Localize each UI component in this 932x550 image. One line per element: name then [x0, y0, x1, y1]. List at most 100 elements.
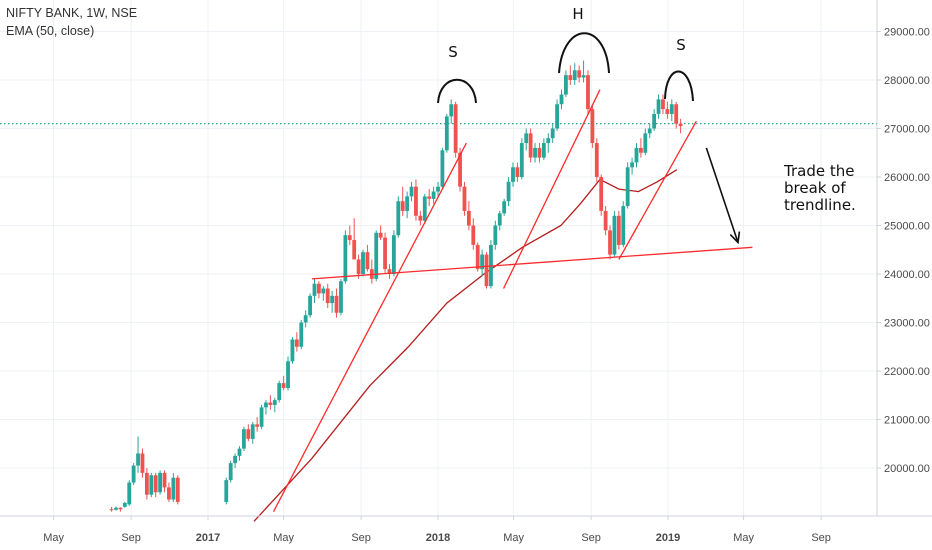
candle-body: [140, 453, 145, 473]
candle: [634, 143, 639, 168]
candle: [493, 220, 498, 250]
candle: [330, 290, 335, 313]
candle: [572, 63, 577, 85]
candle: [140, 448, 145, 478]
candle-body: [378, 232, 383, 238]
candle-body: [167, 487, 171, 500]
x-tick-label: Sep: [811, 532, 831, 544]
candle: [303, 310, 308, 328]
candle: [144, 468, 149, 500]
candle: [343, 230, 348, 284]
y-tick-label: 28000.00: [884, 75, 930, 87]
candle: [568, 65, 573, 85]
x-tick-label: Sep: [581, 532, 601, 544]
right-shoulder-arc: [664, 70, 694, 102]
candle-body: [603, 210, 608, 231]
candle: [264, 400, 268, 415]
candle-body: [286, 361, 290, 388]
candle-body: [308, 295, 312, 316]
candle-body: [171, 477, 176, 500]
candle: [431, 186, 436, 204]
candle-body: [669, 104, 674, 114]
x-tick-label: May: [43, 532, 64, 544]
candle: [427, 189, 432, 207]
pattern-marks: S H S: [437, 5, 694, 104]
candle-body: [634, 147, 639, 163]
candle-body: [356, 259, 361, 274]
candle: [656, 94, 661, 119]
candle-body: [431, 191, 436, 199]
candle: [616, 210, 621, 250]
candle-body: [294, 339, 299, 347]
candle-body: [502, 201, 507, 214]
candle: [405, 191, 410, 219]
candle: [391, 230, 396, 277]
candle: [559, 89, 564, 110]
candle-body: [246, 429, 251, 439]
candle: [167, 482, 171, 502]
candle: [449, 99, 454, 124]
candle: [374, 230, 379, 282]
candle-body: [674, 104, 679, 124]
candle: [268, 395, 273, 410]
y-tick-label: 21000.00: [884, 415, 930, 427]
ema-polyline: [253, 169, 678, 522]
candle-body: [136, 453, 140, 466]
candle-body: [334, 295, 339, 313]
candle-body: [577, 70, 582, 78]
right-shoulder-label: S: [676, 36, 686, 54]
candle: [290, 337, 295, 364]
candle: [581, 60, 586, 83]
candle: [422, 193, 427, 224]
candle-body: [453, 104, 458, 153]
candle: [590, 104, 595, 148]
candle-body: [475, 244, 480, 270]
candle-body: [630, 162, 634, 168]
candle-body: [272, 400, 277, 405]
candle: [400, 186, 405, 216]
candle-body: [317, 283, 321, 294]
candle-body: [418, 215, 423, 221]
candle: [325, 283, 330, 308]
candle-body: [594, 143, 599, 177]
y-tick-label: 24000.00: [884, 269, 930, 281]
candle: [237, 446, 242, 461]
y-tick-label: 20000.00: [884, 463, 930, 475]
candle: [365, 244, 370, 272]
candle: [661, 94, 665, 114]
candle-body: [158, 472, 163, 493]
candle-body: [612, 215, 617, 255]
candle-body: [325, 288, 330, 304]
candle-body: [233, 455, 237, 464]
candle: [114, 506, 118, 511]
candle-body: [118, 507, 123, 510]
x-tick-label: May: [273, 532, 294, 544]
candle: [109, 506, 114, 512]
candle: [599, 174, 604, 216]
candle-body: [555, 104, 559, 129]
candle-body: [237, 448, 242, 456]
candle: [127, 480, 132, 506]
x-tick-label: 2019: [656, 532, 680, 544]
candle-body: [528, 133, 533, 158]
candle-body: [466, 210, 471, 226]
candle-body: [109, 509, 114, 511]
candle-body: [616, 215, 621, 245]
candle-body: [391, 235, 396, 274]
candle-body: [343, 235, 348, 282]
candle-body: [352, 240, 357, 260]
candle-body: [586, 75, 590, 110]
candle: [537, 143, 542, 163]
candle: [555, 99, 559, 131]
candle-body: [374, 232, 379, 279]
candle-body: [330, 295, 335, 304]
candle-body: [409, 186, 414, 197]
candle-body: [365, 252, 370, 270]
indicator-label: EMA (50, close): [6, 24, 95, 38]
candle-body: [625, 167, 630, 207]
candle-body: [599, 177, 604, 211]
candle: [136, 436, 140, 473]
candle: [541, 138, 546, 161]
candle: [396, 196, 401, 238]
